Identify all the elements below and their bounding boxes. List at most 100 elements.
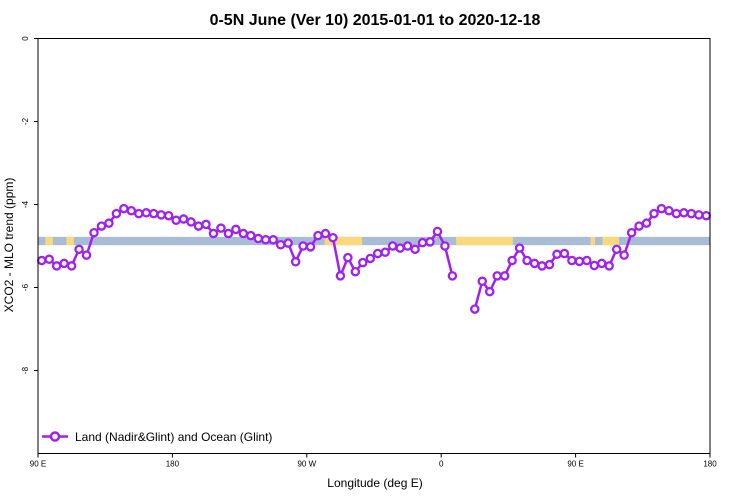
data-point xyxy=(81,250,92,260)
data-point xyxy=(499,271,510,281)
data-point xyxy=(283,238,293,248)
data-point xyxy=(328,232,338,243)
data-point xyxy=(387,241,398,251)
data-point xyxy=(350,266,361,277)
data-point xyxy=(380,247,390,257)
y-axis-label: XCO2 - MLO trend (ppm) xyxy=(2,178,16,313)
data-point xyxy=(216,223,226,233)
ocean-band xyxy=(38,236,710,246)
data-point xyxy=(425,237,435,247)
data-point xyxy=(567,255,577,266)
data-point xyxy=(96,221,107,231)
data-point xyxy=(507,255,517,266)
data-point xyxy=(470,304,480,314)
data-point xyxy=(163,210,174,221)
data-point xyxy=(679,208,689,218)
x-axis-label: Longitude (deg E) xyxy=(327,476,422,490)
data-point xyxy=(582,255,592,266)
data-point xyxy=(89,227,99,238)
x-tick-label: 180 xyxy=(166,460,180,469)
data-point xyxy=(358,257,368,268)
data-point xyxy=(552,249,562,260)
data-point xyxy=(119,203,129,214)
legend: Land (Nadir&Glint) and Ocean (Glint) xyxy=(42,430,272,444)
data-point xyxy=(611,244,622,255)
data-point xyxy=(671,208,682,219)
land-segment xyxy=(590,236,596,246)
land-segment xyxy=(45,236,53,246)
data-point xyxy=(440,241,450,251)
data-point xyxy=(574,256,585,267)
plot-frame xyxy=(37,38,711,454)
data-point xyxy=(656,203,667,214)
data-point xyxy=(372,248,383,259)
data-point xyxy=(208,228,219,239)
data-point xyxy=(619,250,629,260)
data-point xyxy=(537,261,547,271)
x-tick-label: 90 E xyxy=(30,460,46,469)
data-point xyxy=(44,254,54,265)
data-point xyxy=(529,258,540,269)
data-point xyxy=(410,244,420,255)
data-point xyxy=(492,271,502,281)
data-point xyxy=(484,286,495,297)
data-point xyxy=(201,219,211,230)
data-point xyxy=(260,235,271,245)
data-point xyxy=(141,208,152,218)
data-point xyxy=(634,221,644,231)
data-point xyxy=(275,240,286,250)
data-point xyxy=(111,208,122,219)
data-point xyxy=(649,208,659,219)
x-axis: 90 E 180 90 W 0 90 E 180 xyxy=(30,453,717,469)
series-layer xyxy=(36,203,712,314)
data-point xyxy=(559,248,570,259)
data-point xyxy=(694,210,704,220)
data-point xyxy=(604,261,614,271)
data-point xyxy=(298,241,308,251)
data-point xyxy=(134,208,144,219)
data-point xyxy=(641,218,652,228)
data-point xyxy=(178,214,189,224)
x-tick-label: 180 xyxy=(703,460,717,469)
data-point xyxy=(171,215,181,226)
data-point xyxy=(395,243,405,253)
data-point xyxy=(544,259,555,270)
data-point xyxy=(104,218,114,228)
data-point xyxy=(186,217,196,227)
y-tick-label: -4 xyxy=(21,200,30,208)
y-tick-label: -8 xyxy=(21,366,30,374)
data-point xyxy=(223,228,234,239)
legend-label: Land (Nadir&Glint) and Ocean (Glint) xyxy=(75,430,272,444)
data-point xyxy=(156,210,166,220)
data-point xyxy=(589,260,600,271)
data-point xyxy=(320,228,331,239)
data-point xyxy=(290,257,301,267)
land-segment xyxy=(324,236,363,246)
land-segment xyxy=(66,236,74,246)
data-point xyxy=(402,241,413,251)
data-point xyxy=(417,237,428,248)
data-point xyxy=(268,235,278,245)
data-point xyxy=(246,230,256,241)
data-point xyxy=(447,271,458,281)
data-point xyxy=(686,208,697,219)
x-tick-label: 90 W xyxy=(297,460,316,469)
data-point xyxy=(59,258,69,269)
legend-marker xyxy=(49,431,61,442)
data-point xyxy=(126,205,137,216)
data-point xyxy=(305,242,316,252)
data-point xyxy=(701,210,712,221)
y-axis: 0 -2 -4 -6 -8 xyxy=(21,36,38,374)
data-point xyxy=(148,208,159,219)
data-point xyxy=(514,243,525,253)
y-tick-label: -6 xyxy=(21,283,30,291)
data-point xyxy=(36,255,47,266)
data-point xyxy=(664,205,674,216)
data-point xyxy=(596,258,607,269)
data-point xyxy=(365,253,376,264)
y-tick-label: 0 xyxy=(21,36,30,41)
data-point xyxy=(74,244,84,255)
data-point xyxy=(626,227,637,238)
land-ocean-band xyxy=(38,236,710,246)
